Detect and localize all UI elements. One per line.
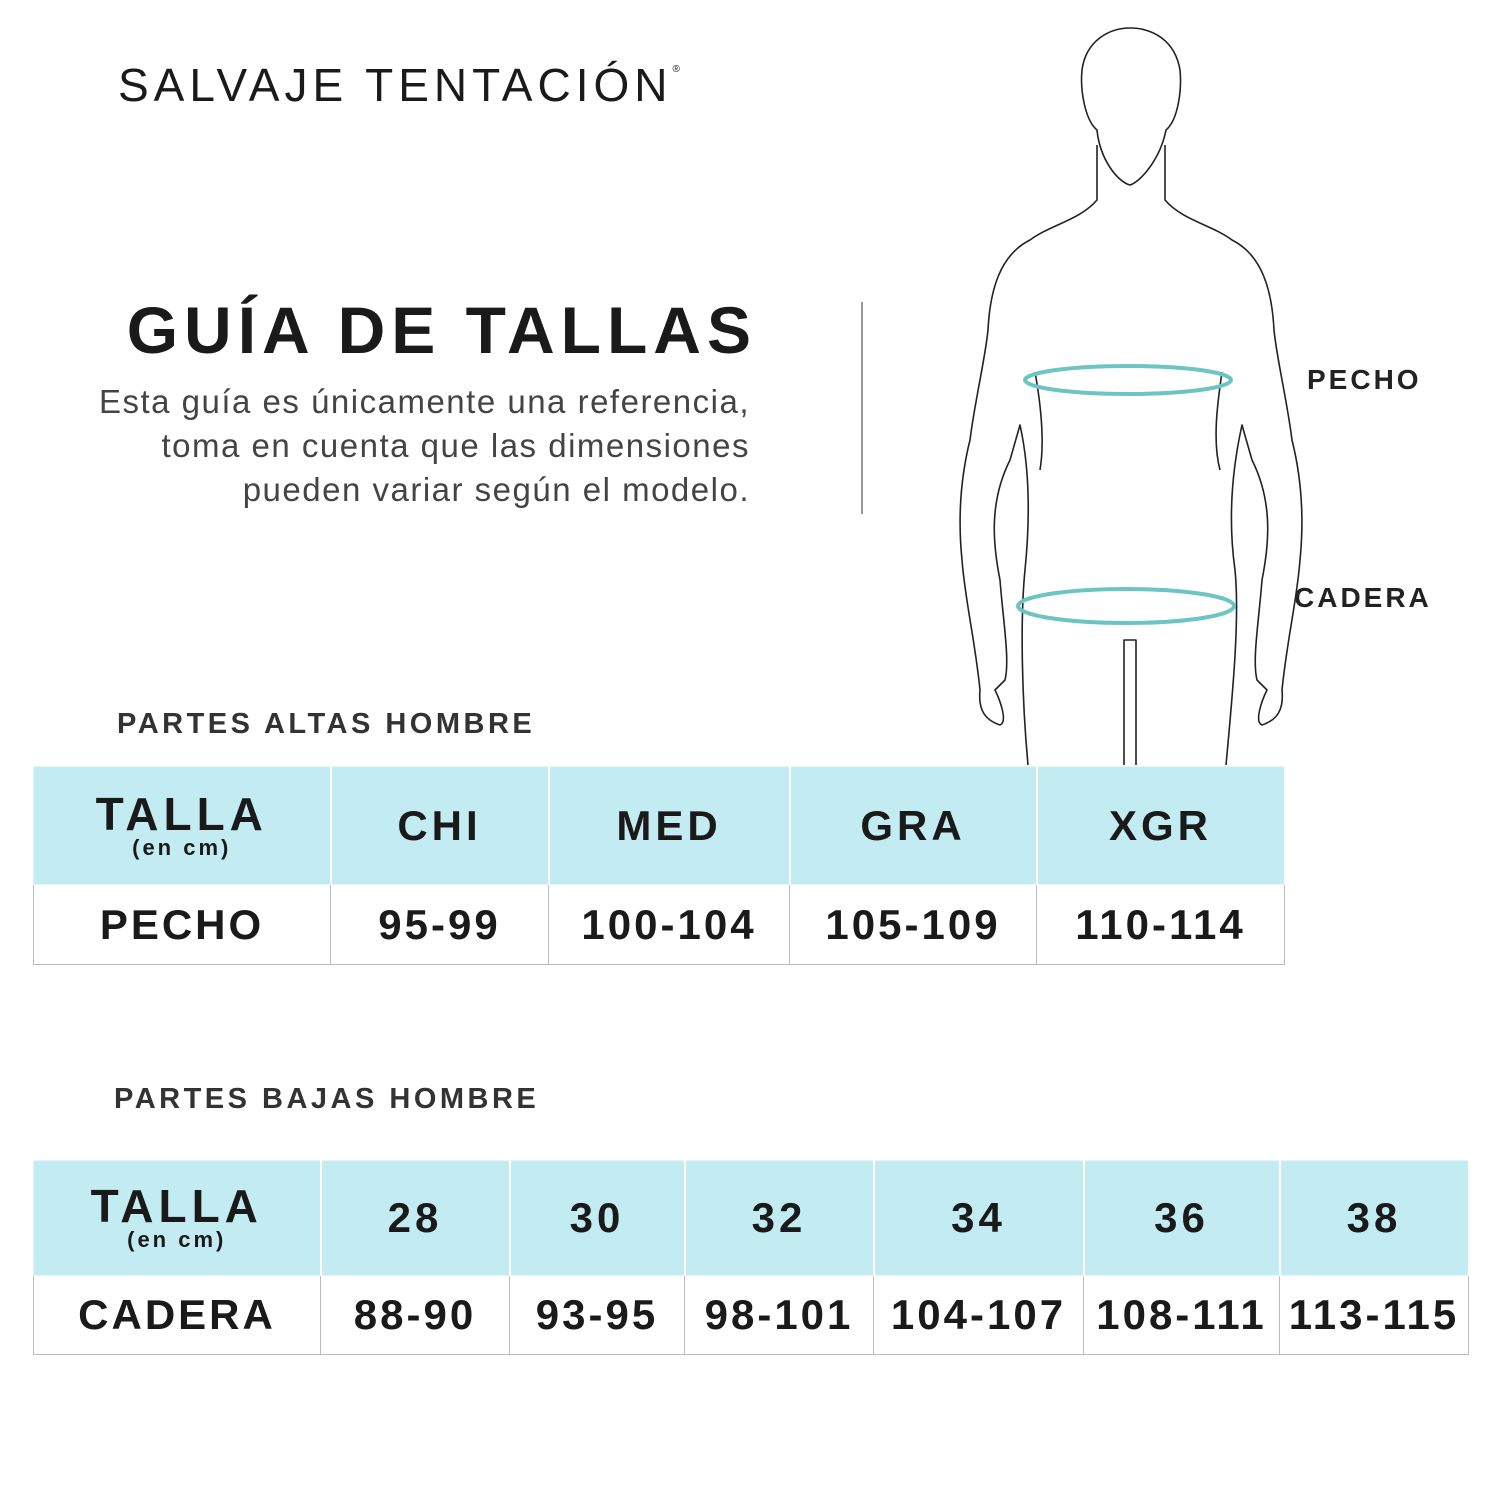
crotch-outline: [1123, 639, 1137, 765]
table-header-row: TALLA (en cm) CHI MED GRA XGR: [33, 766, 1286, 885]
brand-name: SALVAJE TENTACIÓN: [118, 59, 673, 111]
size-cell: 36: [1083, 1160, 1281, 1276]
table-header-row: TALLA (en cm) 28 30 32 34 36 38: [33, 1160, 1470, 1276]
size-cell: XGR: [1036, 766, 1286, 885]
size-cell: GRA: [789, 766, 1038, 885]
unit-label: (en cm): [132, 834, 232, 860]
lower-section-title: PARTES BAJAS HOMBRE: [114, 1083, 540, 1115]
hip-measure-ring: [1016, 587, 1236, 625]
value-cell: 88-90: [320, 1275, 510, 1355]
size-cell: 32: [684, 1160, 875, 1276]
chest-measure-ring: [1023, 364, 1233, 396]
value-cell: 93-95: [509, 1275, 685, 1355]
description: Esta guía es únicamente una referencia, …: [98, 383, 750, 508]
value-cell: 108-111: [1083, 1275, 1280, 1355]
arm-inner-left: [1034, 371, 1043, 471]
head-outline: [1080, 27, 1182, 186]
body-figure-illustration: [959, 27, 1303, 766]
right-body-outline: [1164, 145, 1303, 766]
divider: [861, 302, 863, 514]
size-header-cell: TALLA (en cm): [33, 1160, 322, 1276]
registered-mark: ®: [672, 64, 680, 75]
value-cell: 104-107: [873, 1275, 1084, 1355]
size-cell: 30: [509, 1160, 686, 1276]
value-cell: 113-115: [1279, 1275, 1469, 1355]
upper-size-table: TALLA (en cm) CHI MED GRA XGR PECHO 95-99…: [33, 766, 1286, 965]
hip-label: CADERA: [1294, 582, 1432, 613]
left-body-outline: [959, 145, 1098, 766]
size-header-cell: TALLA (en cm): [33, 766, 332, 885]
unit-label: (en cm): [127, 1227, 227, 1252]
table-row: CADERA 88-90 93-95 98-101 104-107 108-11…: [33, 1275, 1469, 1355]
size-cell: MED: [548, 766, 791, 885]
value-cell: 95-99: [330, 884, 549, 965]
value-cell: 98-101: [684, 1275, 874, 1355]
value-cell: 110-114: [1036, 884, 1285, 965]
page-title: GUÍA DE TALLAS: [126, 293, 757, 367]
row-label-cell: PECHO: [33, 884, 331, 965]
size-cell: 34: [873, 1160, 1085, 1276]
row-label-cell: CADERA: [33, 1275, 321, 1355]
value-cell: 100-104: [548, 884, 790, 965]
brand-logo: SALVAJE TENTACIÓN®: [118, 58, 680, 112]
size-label: TALLA: [95, 787, 268, 840]
size-label: TALLA: [90, 1180, 263, 1232]
size-cell: 28: [320, 1160, 511, 1276]
upper-section-title: PARTES ALTAS HOMBRE: [117, 708, 536, 740]
table-row: PECHO 95-99 100-104 105-109 110-114: [33, 884, 1285, 965]
size-cell: 38: [1279, 1160, 1470, 1276]
lower-size-table: TALLA (en cm) 28 30 32 34 36 38 CADERA 88…: [33, 1160, 1470, 1355]
chest-label: PECHO: [1307, 364, 1422, 395]
value-cell: 105-109: [789, 884, 1037, 965]
size-cell: CHI: [330, 766, 550, 885]
arm-inner-right: [1215, 371, 1223, 471]
